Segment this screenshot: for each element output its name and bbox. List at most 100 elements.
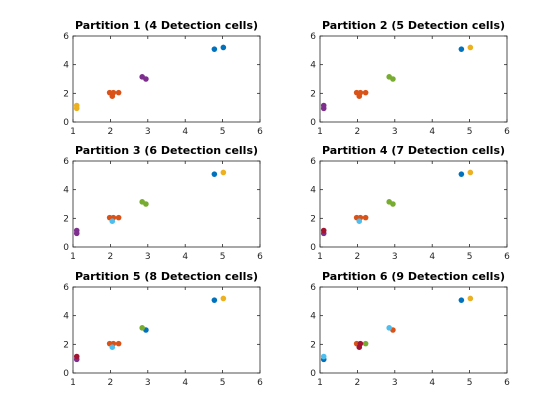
data-point [357,340,364,347]
y-tick-label: 0 [310,118,316,128]
cluster-series-3 [220,169,227,176]
x-tick-label: 3 [392,378,398,388]
cluster-series-6 [109,344,116,351]
x-tick-label: 3 [392,127,398,137]
data-point [143,76,149,82]
data-point [458,297,465,303]
x-tick-label: 5 [467,127,473,137]
x-tick-label: 2 [355,127,361,137]
x-tick-label: 4 [429,252,435,262]
cluster-series-3 [467,44,474,51]
x-tick-label: 2 [108,252,114,262]
cluster-series-5 [386,325,392,331]
cluster-series-5 [139,199,149,207]
data-point [320,353,327,360]
cluster-series-2 [106,89,122,99]
data-point [110,89,117,96]
y-tick-label: 6 [63,157,69,167]
data-point [320,105,327,112]
data-point [211,297,218,303]
x-tick-label: 5 [467,252,473,262]
data-point [320,227,327,234]
cluster-series-7 [320,227,327,234]
data-point [386,325,392,331]
y-tick-label: 6 [63,32,69,42]
cluster-series-5 [386,199,396,207]
cluster-series-3 [220,295,227,302]
cluster-series-6 [356,340,364,351]
x-tick-label: 5 [220,127,226,137]
data-point [211,46,218,52]
x-tick-label: 6 [257,127,263,137]
x-tick-label: 6 [504,127,510,137]
chart-title: Partition 4 (7 Detection cells) [322,144,505,157]
y-tick-label: 6 [310,32,316,42]
cluster-series-7 [320,353,327,360]
y-tick-label: 2 [63,340,69,350]
y-tick-label: 4 [63,186,69,196]
data-point [458,46,465,52]
x-tick-label: 2 [108,378,114,388]
x-tick-label: 5 [220,378,226,388]
y-tick-label: 4 [63,61,69,71]
y-tick-label: 6 [310,283,316,293]
y-tick-label: 4 [310,312,316,322]
cluster-series-7 [73,353,80,360]
data-point [211,171,218,177]
x-tick-label: 1 [70,127,76,137]
data-point [467,44,474,51]
chart-panel-6: Partition 6 (9 Detection cells) 1 2 3 4 5 6 0 2 4… [310,270,510,388]
y-tick-label: 0 [63,369,69,379]
x-tick-label: 3 [145,127,151,137]
x-tick-label: 5 [220,252,226,262]
x-tick-label: 5 [467,378,473,388]
chart-title: Partition 3 (6 Detection cells) [75,144,258,157]
x-tick-label: 1 [317,252,323,262]
data-point [467,169,474,176]
chart-title: Partition 6 (9 Detection cells) [322,270,505,283]
data-point [143,201,149,207]
x-tick-label: 4 [429,127,435,137]
cluster-series-1 [458,171,465,177]
cluster-series-3 [467,169,474,176]
y-tick-label: 4 [310,61,316,71]
x-tick-label: 3 [145,378,151,388]
x-tick-label: 1 [317,378,323,388]
cluster-series-1 [211,171,218,177]
data-point [362,89,369,96]
data-point [458,171,465,177]
cluster-series-5 [386,74,396,82]
data-point [356,218,363,224]
x-tick-label: 4 [182,252,188,262]
axes-box [72,35,261,123]
data-point [390,201,396,207]
data-point [362,340,369,347]
y-tick-label: 0 [310,369,316,379]
y-tick-label: 4 [63,312,69,322]
data-point [73,230,80,237]
axes-box [72,286,261,374]
axes-box [72,160,261,248]
y-tick-label: 4 [310,186,316,196]
chart-title: Partition 1 (4 Detection cells) [75,19,258,32]
data-point [115,89,122,96]
x-tick-label: 6 [257,378,263,388]
cluster-series-3 [73,102,80,112]
cluster-series-1 [458,46,465,52]
cluster-series-4 [139,74,149,82]
x-tick-label: 4 [182,127,188,137]
chart-panel-1: Partition 1 (4 Detection cells) 1 2 3 4 5 6 0 2 4… [63,19,263,137]
y-tick-label: 0 [63,118,69,128]
chart-panel-3: Partition 3 (6 Detection cells) 1 2 3 4 5 6 0 2 4… [63,144,263,262]
data-point [109,344,116,351]
cluster-series-4 [320,102,327,112]
x-tick-label: 6 [504,252,510,262]
data-point [390,76,396,82]
x-tick-label: 3 [145,252,151,262]
x-tick-label: 1 [70,378,76,388]
y-tick-label: 2 [63,214,69,224]
chart-title: Partition 5 (8 Detection cells) [75,270,258,283]
chart-panel-5: Partition 5 (8 Detection cells) 1 2 3 4 5 6 0 2 4… [63,270,263,388]
data-point [467,295,474,302]
